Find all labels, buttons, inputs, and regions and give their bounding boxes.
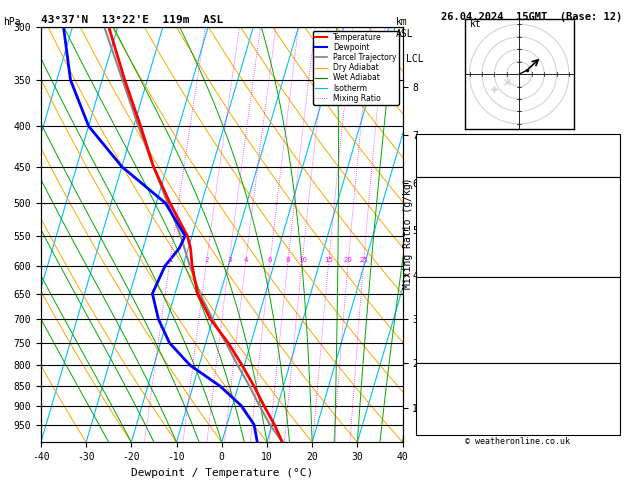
Text: PW (cm): PW (cm) [420, 164, 460, 174]
Text: 998: 998 [599, 293, 617, 303]
Legend: Temperature, Dewpoint, Parcel Trajectory, Dry Adiabat, Wet Adiabat, Isotherm, Mi: Temperature, Dewpoint, Parcel Trajectory… [313, 31, 399, 105]
Text: 249°: 249° [594, 408, 617, 418]
Text: 184: 184 [599, 336, 617, 347]
Text: θᵉ(K): θᵉ(K) [420, 222, 449, 232]
Text: 48: 48 [605, 150, 617, 160]
Text: LCL: LCL [406, 54, 424, 64]
Text: kt: kt [469, 19, 481, 29]
Text: Surface: Surface [498, 179, 538, 189]
Text: 13.3: 13.3 [594, 193, 617, 203]
Text: Most Unstable: Most Unstable [480, 279, 556, 289]
Text: Lifted Index: Lifted Index [420, 322, 490, 332]
Text: 4: 4 [611, 379, 617, 389]
Text: Dewp (°C): Dewp (°C) [420, 207, 472, 217]
Text: 15: 15 [325, 257, 333, 263]
Text: 20: 20 [344, 257, 353, 263]
Text: 0: 0 [611, 350, 617, 361]
Text: 26.04.2024  15GMT  (Base: 12): 26.04.2024 15GMT (Base: 12) [441, 12, 622, 22]
Text: 43°37'N  13°22'E  119m  ASL: 43°37'N 13°22'E 119m ASL [41, 15, 223, 25]
Text: θᵉ (K): θᵉ (K) [420, 308, 455, 318]
Text: 1: 1 [611, 322, 617, 332]
Text: CAPE (J): CAPE (J) [420, 250, 467, 260]
Text: 8: 8 [286, 257, 291, 263]
Text: 3: 3 [227, 257, 231, 263]
Text: Totals Totals: Totals Totals [420, 150, 496, 160]
Text: 184: 184 [599, 250, 617, 260]
Text: 2: 2 [204, 257, 209, 263]
Text: 305: 305 [599, 308, 617, 318]
Text: 1: 1 [611, 236, 617, 246]
Text: 10: 10 [298, 257, 307, 263]
Text: 25: 25 [359, 257, 368, 263]
Text: Hodograph: Hodograph [491, 365, 545, 375]
Text: Pressure (mb): Pressure (mb) [420, 293, 496, 303]
Text: StmSpd (kt): StmSpd (kt) [420, 422, 484, 433]
Text: km
ASL: km ASL [396, 17, 414, 38]
Text: 1.51: 1.51 [594, 164, 617, 174]
Text: 0: 0 [611, 264, 617, 275]
Text: K: K [420, 136, 425, 146]
Text: Mixing Ratio (g/kg): Mixing Ratio (g/kg) [403, 177, 413, 289]
Text: © weatheronline.co.uk: © weatheronline.co.uk [465, 437, 571, 446]
Text: 11: 11 [605, 394, 617, 404]
Text: Lifted Index: Lifted Index [420, 236, 490, 246]
Text: 1: 1 [168, 257, 172, 263]
Text: 305: 305 [599, 222, 617, 232]
Text: 7.8: 7.8 [599, 207, 617, 217]
Text: 10: 10 [605, 422, 617, 433]
Text: CIN (J): CIN (J) [420, 264, 460, 275]
Text: hPa: hPa [3, 17, 21, 27]
Text: 23: 23 [605, 136, 617, 146]
Text: 4: 4 [243, 257, 248, 263]
Text: Temp (°C): Temp (°C) [420, 193, 472, 203]
Text: EH: EH [420, 379, 431, 389]
Text: SREH: SREH [420, 394, 443, 404]
Text: CAPE (J): CAPE (J) [420, 336, 467, 347]
Text: CIN (J): CIN (J) [420, 350, 460, 361]
Text: StmDir: StmDir [420, 408, 455, 418]
X-axis label: Dewpoint / Temperature (°C): Dewpoint / Temperature (°C) [131, 468, 313, 478]
Text: 6: 6 [268, 257, 272, 263]
